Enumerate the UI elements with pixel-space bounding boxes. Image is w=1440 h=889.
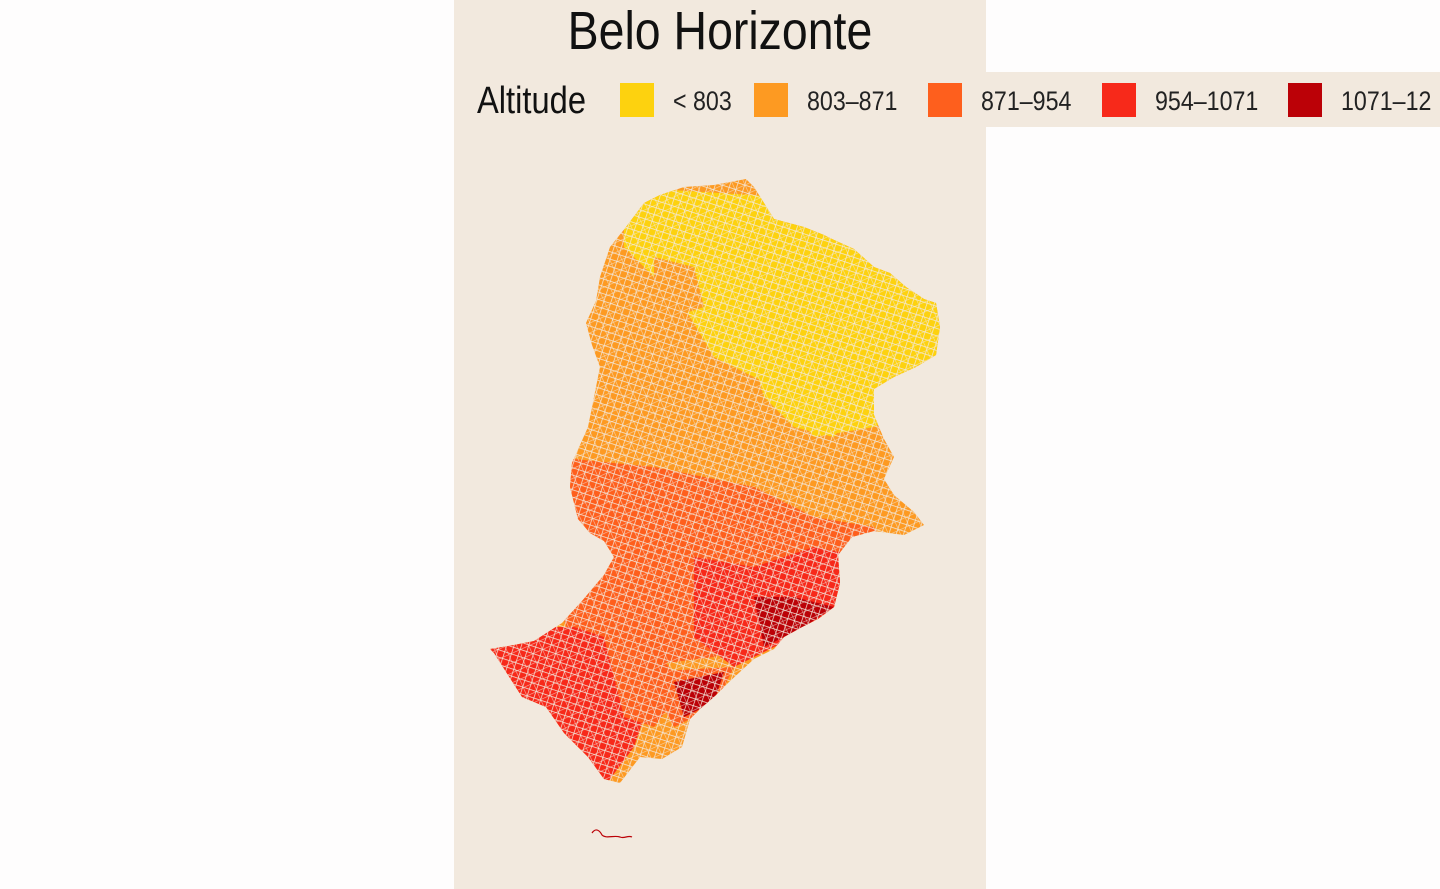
- legend-label: 954–1071: [1155, 86, 1259, 116]
- legend-title: Altitude: [477, 80, 587, 122]
- map-title: Belo Horizonte: [567, 1, 873, 61]
- street-network-map: [490, 179, 940, 839]
- legend-label: 871–954: [981, 86, 1072, 116]
- detached-street-fragment: [591, 829, 633, 839]
- legend-swatch: [754, 83, 788, 117]
- legend-label: 803–871: [807, 86, 898, 116]
- legend-swatch: [1288, 83, 1322, 117]
- legend-label: 1071–12: [1341, 86, 1432, 116]
- legend: Altitude < 803 803–871 871–954 954–1071 …: [454, 72, 1440, 127]
- legend-swatch: [1102, 83, 1136, 117]
- legend-label: < 803: [673, 86, 732, 116]
- legend-swatch: [620, 83, 654, 117]
- legend-swatch: [928, 83, 962, 117]
- altitude-zones: [490, 179, 940, 783]
